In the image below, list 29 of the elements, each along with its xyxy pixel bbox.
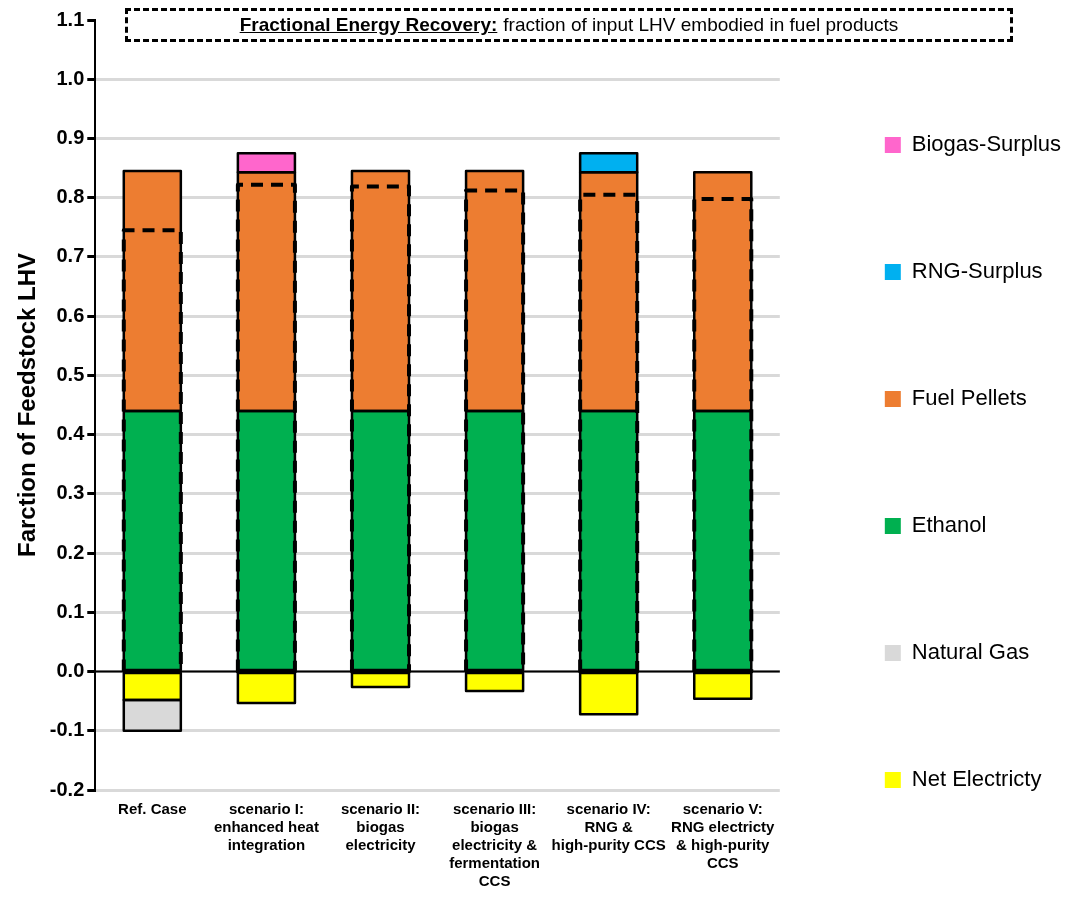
- legend-label: Natural Gas: [911, 639, 1030, 665]
- legend-label: Biogas-Surplus: [911, 131, 1061, 157]
- x-tick-label: scenario III: biogas electricity & fermentation CCS: [449, 799, 541, 889]
- annotation: Fractional Energy Recovery:: [239, 14, 498, 36]
- legend-label: RNG-Surplus: [911, 258, 1043, 284]
- legend-label: Net Electricty: [911, 766, 1042, 792]
- x-tick-label: Ref. Case: [118, 799, 187, 817]
- y-tick-label: 0.5: [56, 362, 85, 385]
- y-tick-label: 0.8: [56, 185, 85, 208]
- y-tick-label: 1.0: [56, 66, 85, 89]
- legend-label: Ethanol: [911, 512, 987, 538]
- x-tick-label: scenario IV: RNG & high-purity CCS: [551, 799, 666, 853]
- y-tick-label: 0.0: [56, 659, 85, 682]
- annotation: fraction of input LHV embodied in fuel products: [503, 14, 899, 36]
- y-tick-label: 0.6: [56, 303, 85, 326]
- y-tick-label: 0.3: [56, 481, 85, 504]
- legend-label: Fuel Pellets: [911, 385, 1027, 411]
- y-tick-label: 0.7: [56, 244, 85, 267]
- x-tick-label: scenario V: RNG electricty & high-purity CCS: [671, 799, 776, 871]
- y-tick-label: 0.9: [56, 125, 85, 148]
- x-tick-label: scenario II: biogas electricity: [340, 799, 421, 853]
- y-axis-title: Farction of Feedstock LHV: [13, 252, 41, 558]
- y-tick-label: 0.4: [56, 422, 86, 445]
- y-tick-label: 0.2: [56, 540, 85, 563]
- y-tick-label: 1.1: [56, 7, 85, 30]
- x-tick-label: scenario I: enhanced heat integration: [213, 799, 319, 853]
- y-tick-label: -0.2: [49, 777, 85, 800]
- y-tick-label: -0.1: [49, 718, 85, 741]
- y-tick-label: 0.1: [56, 599, 85, 622]
